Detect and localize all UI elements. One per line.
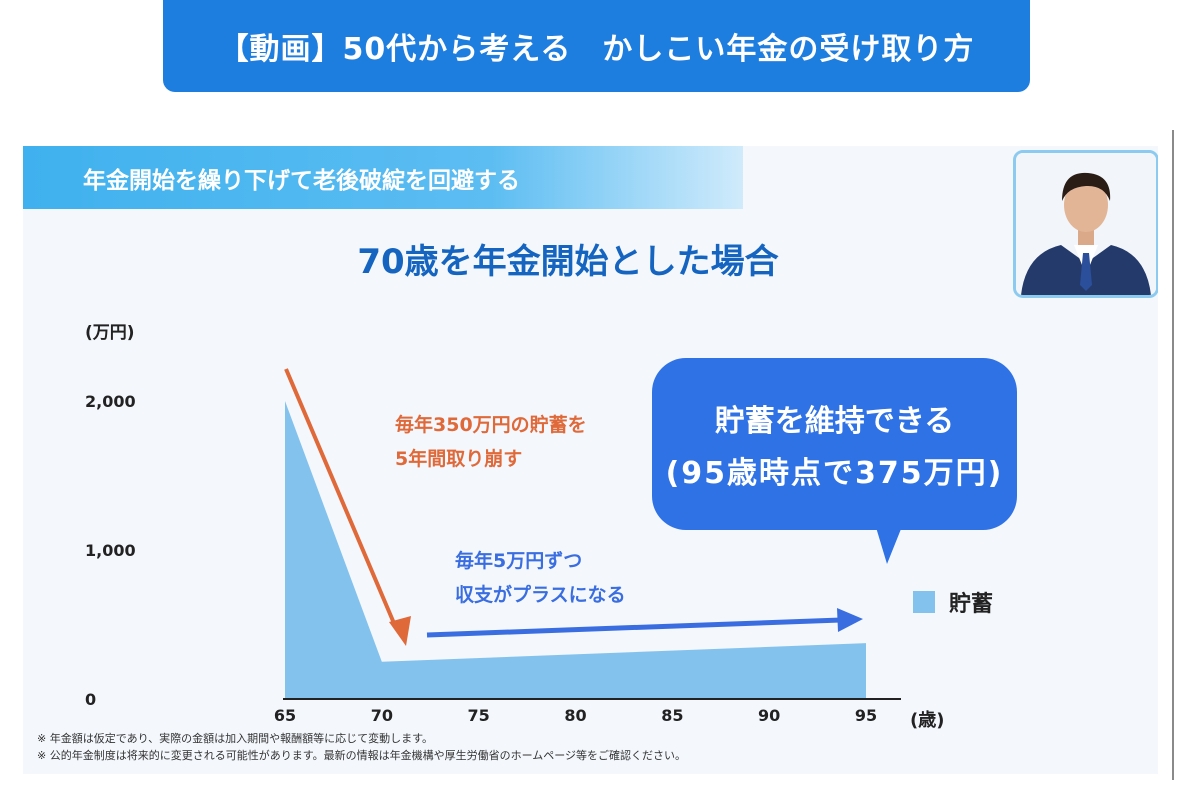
x-tick-label: 95 <box>855 706 877 725</box>
video-title-banner: 【動画】50代から考える かしこい年金の受け取り方 <box>163 0 1030 92</box>
chart-title: 70歳を年金開始とした場合 <box>357 242 779 282</box>
surplus-annotation: 毎年5万円ずつ 収支がプラスになる <box>455 544 626 612</box>
y-tick-label: 2,000 <box>85 392 136 411</box>
callout-bubble: 貯蓄を維持できる (95歳時点で375万円) <box>652 358 1017 530</box>
withdrawal-arrow <box>284 368 398 629</box>
x-axis-unit: (歳) <box>910 710 945 731</box>
withdrawal-annotation-line2: 5年間取り崩す <box>395 448 523 470</box>
video-title: 【動画】50代から考える かしこい年金の受け取り方 <box>218 32 975 67</box>
y-tick-label: 1,000 <box>85 541 136 560</box>
withdrawal-annotation: 毎年350万円の貯蓄を 5年間取り崩す <box>395 408 587 476</box>
withdrawal-annotation-line1: 毎年350万円の貯蓄を <box>395 414 587 436</box>
x-tick-label: 70 <box>371 706 393 725</box>
slide: 年金開始を繰り下げて老後破綻を回避する 70歳を年金開始とした場合 65 70 75… <box>23 146 1158 774</box>
divider <box>1172 130 1174 780</box>
footnote-1: ※ 年金額は仮定であり、実際の金額は加入期間や報酬額等に応じて変動します。 <box>37 732 434 745</box>
x-tick-label: 65 <box>274 706 296 725</box>
surplus-annotation-line2: 収支がプラスになる <box>455 584 626 606</box>
footnotes: ※ 年金額は仮定であり、実際の金額は加入期間や報酬額等に応じて変動します。 ※ … <box>37 730 686 764</box>
callout-tail <box>875 524 903 564</box>
callout-line2: (95歳時点で375万円) <box>665 456 1004 491</box>
withdrawal-arrow-head <box>389 616 411 646</box>
savings-area <box>285 401 866 699</box>
x-tick-label: 75 <box>468 706 490 725</box>
presenter-image <box>1016 153 1156 295</box>
y-axis-unit: (万円) <box>85 323 135 343</box>
section-header: 年金開始を繰り下げて老後破綻を回避する <box>23 146 743 209</box>
x-tick-label: 85 <box>661 706 683 725</box>
presenter-photo <box>1013 150 1158 298</box>
callout-line1: 貯蓄を維持できる <box>714 404 955 439</box>
legend-swatch <box>913 591 935 613</box>
chart-plot: 65 70 75 80 85 90 95 0 1,000 2,000 <box>85 368 901 725</box>
surplus-arrow <box>426 617 842 638</box>
x-tick-label: 80 <box>564 706 586 725</box>
section-title: 年金開始を繰り下げて老後破綻を回避する <box>83 167 520 194</box>
legend-label: 貯蓄 <box>949 592 994 617</box>
y-tick-label: 0 <box>85 690 96 709</box>
footnote-2: ※ 公的年金制度は将来的に変更される可能性があります。最新の情報は年金機構や厚生… <box>37 749 687 762</box>
x-tick-label: 90 <box>758 706 780 725</box>
surplus-annotation-line1: 毎年5万円ずつ <box>455 550 583 572</box>
legend: 貯蓄 <box>913 586 993 618</box>
surplus-arrow-head <box>837 608 863 632</box>
